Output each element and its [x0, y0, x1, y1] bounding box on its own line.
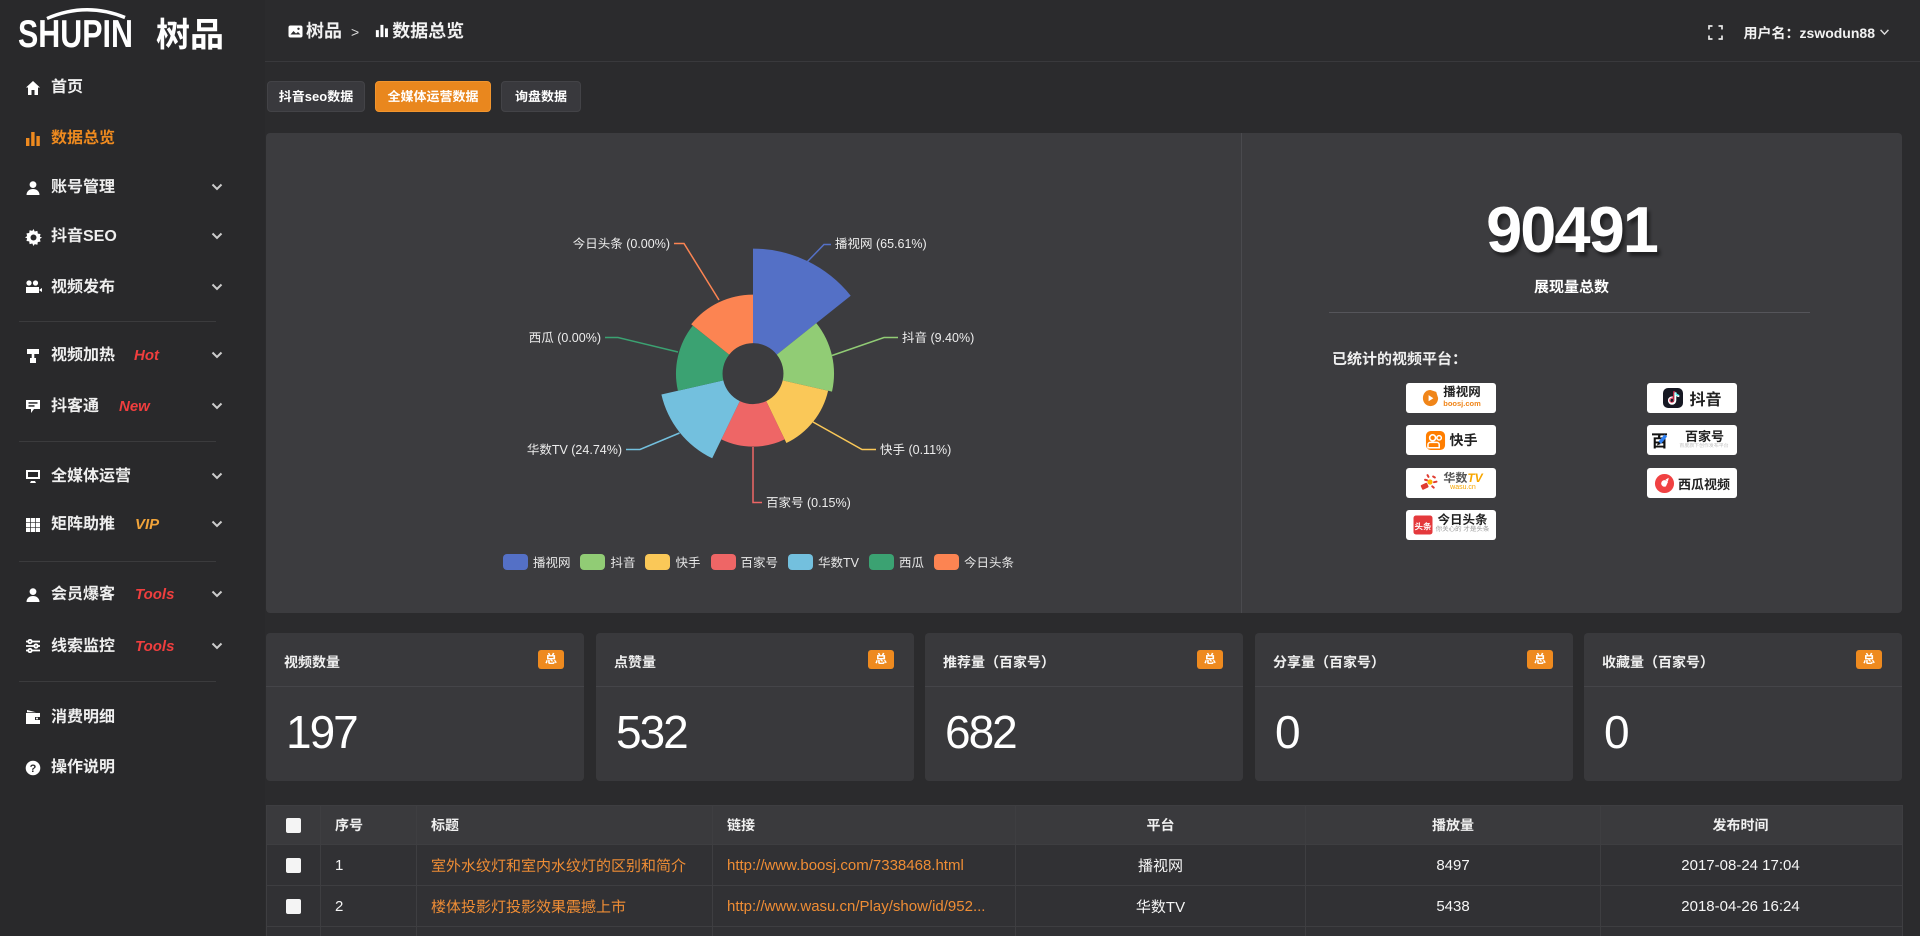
- svg-text:头条: 头条: [1414, 521, 1432, 533]
- svg-text:SHUPIN: SHUPIN: [18, 12, 133, 52]
- svg-text:?: ?: [30, 763, 37, 775]
- svg-text:树品: 树品: [156, 8, 224, 53]
